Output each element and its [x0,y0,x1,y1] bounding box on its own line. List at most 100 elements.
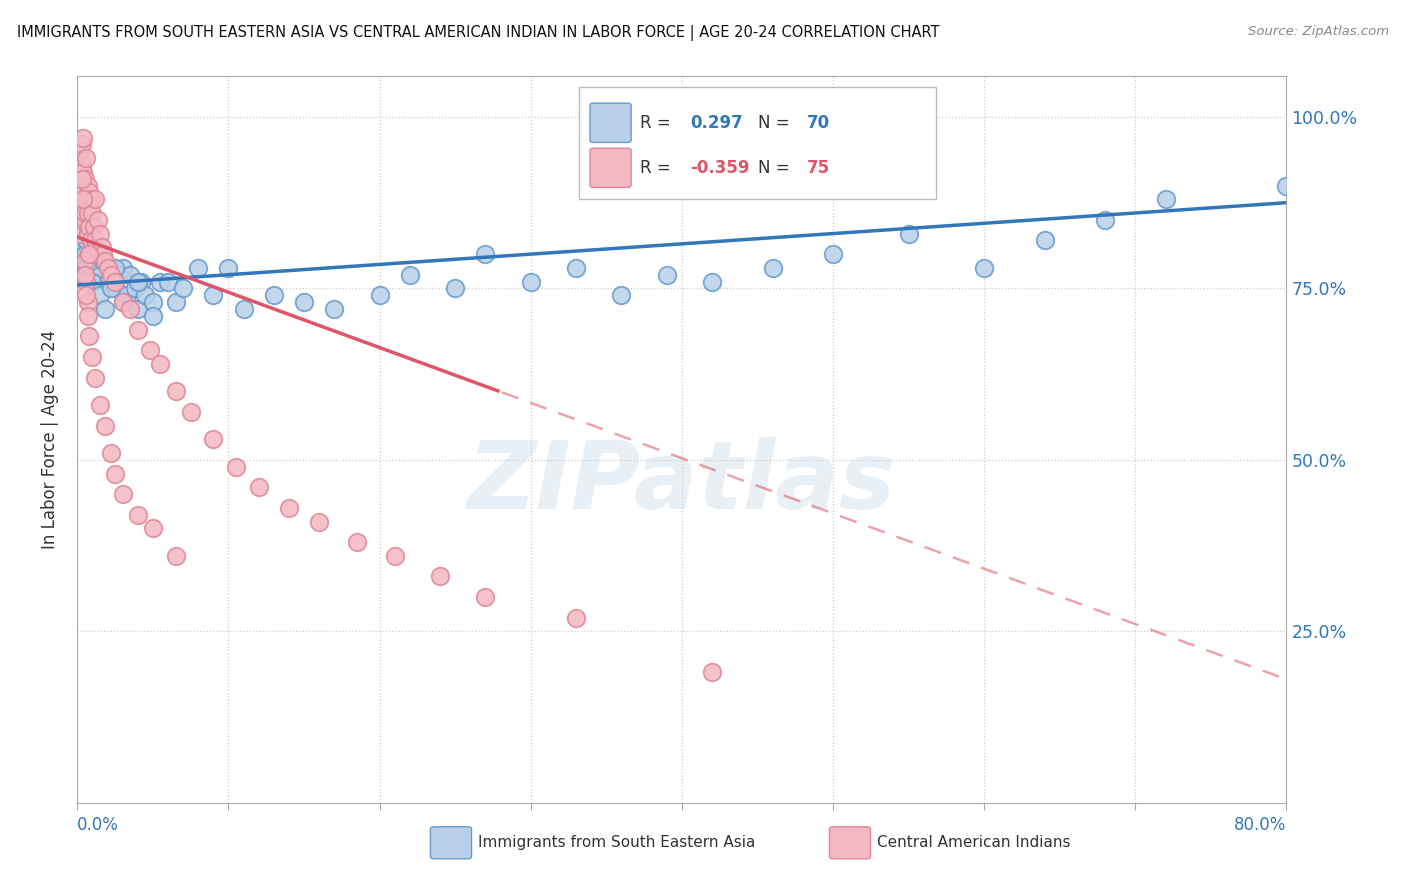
Point [142,521,165,535]
Point [83,240,105,254]
Point [292,295,315,310]
Text: N =: N = [758,114,794,132]
FancyBboxPatch shape [430,827,471,859]
Point [172,281,194,295]
Point [79,247,101,261]
Point [897,227,920,241]
Point [142,295,165,310]
Point [84,192,107,206]
Point [82,206,104,220]
Point [67,165,90,179]
Text: 0.297: 0.297 [690,114,744,132]
Point [100,268,122,282]
Point [75,192,97,206]
Point [120,301,142,316]
Point [79,219,101,234]
Point [565,260,588,275]
Text: R =: R = [640,114,676,132]
Point [70,227,93,241]
Text: 70: 70 [807,114,830,132]
Point [474,590,496,604]
Text: ZIPatlas: ZIPatlas [468,437,896,529]
Point [263,288,285,302]
Point [973,260,995,275]
Point [104,275,127,289]
Point [100,260,122,275]
Text: 0.0%: 0.0% [77,816,120,834]
Point [111,295,134,310]
Point [149,275,172,289]
Point [104,260,127,275]
Point [87,212,110,227]
Point [120,268,142,282]
Point [368,288,391,302]
FancyBboxPatch shape [591,103,631,143]
Point [69,247,91,261]
Point [225,459,247,474]
Point [82,247,104,261]
Point [187,260,209,275]
Point [69,145,91,159]
Point [73,206,96,220]
Point [127,301,149,316]
Point [1275,178,1298,193]
Point [124,281,146,295]
Point [1033,234,1056,248]
Text: IMMIGRANTS FROM SOUTH EASTERN ASIA VS CENTRAL AMERICAN INDIAN IN LABOR FORCE | A: IMMIGRANTS FROM SOUTH EASTERN ASIA VS CE… [17,25,939,41]
Point [67,227,90,241]
Point [70,254,93,268]
Point [77,227,100,241]
Text: 80.0%: 80.0% [1234,816,1286,834]
Point [111,295,134,310]
Point [702,275,724,289]
Text: 75: 75 [807,159,830,177]
Point [77,295,100,310]
Point [165,384,187,399]
Point [73,212,96,227]
Point [520,275,543,289]
FancyBboxPatch shape [579,87,936,200]
Point [129,275,152,289]
Point [69,234,91,248]
Point [84,260,107,275]
Point [73,268,96,282]
Point [157,275,180,289]
Point [107,268,129,282]
Point [73,171,96,186]
Point [82,350,104,364]
Point [823,247,845,261]
FancyBboxPatch shape [830,827,870,859]
Point [127,322,149,336]
Point [72,165,94,179]
Point [72,240,94,254]
Point [134,288,156,302]
Point [80,268,103,282]
Point [72,192,94,206]
Point [762,260,785,275]
Point [111,487,134,501]
Point [69,178,91,193]
Point [139,343,162,358]
Point [72,268,94,282]
Point [91,254,114,268]
Text: N =: N = [758,159,794,177]
Point [474,247,496,261]
Point [165,295,187,310]
Point [93,254,115,268]
Point [384,549,406,563]
Point [399,268,422,282]
Point [218,260,240,275]
Point [202,288,225,302]
Point [104,467,127,481]
Point [73,247,96,261]
Point [323,301,346,316]
Point [84,234,107,248]
Point [77,227,100,241]
Point [89,268,111,282]
Point [149,357,172,371]
Point [232,301,254,316]
Point [72,130,94,145]
Point [127,508,149,522]
Point [77,178,100,193]
Point [429,569,451,583]
